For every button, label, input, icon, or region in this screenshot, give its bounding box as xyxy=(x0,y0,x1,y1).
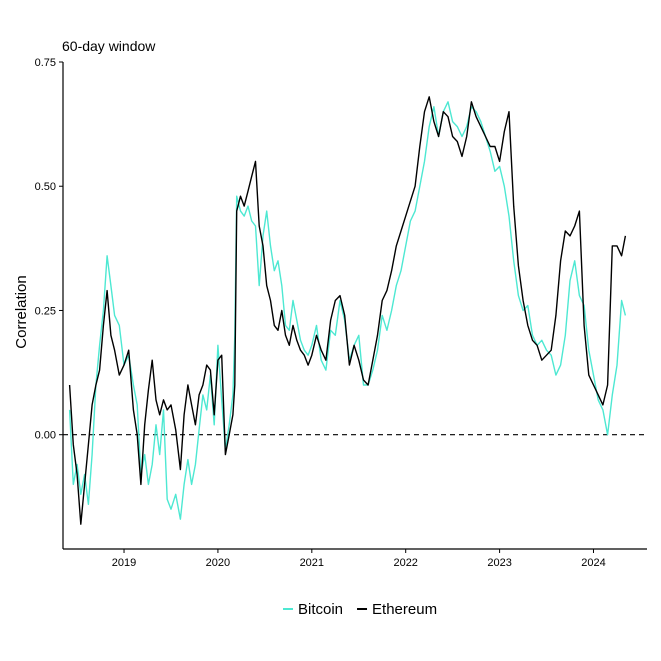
plot-area xyxy=(63,96,647,525)
y-tick-label: 0.50 xyxy=(35,181,56,193)
y-axis-label: Correlation xyxy=(13,275,30,348)
x-tick-label: 2023 xyxy=(487,557,511,569)
x-tick-label: 2020 xyxy=(206,557,230,569)
x-tick-label: 2022 xyxy=(393,557,417,569)
axes: 0.00 0.25 0.50 0.75 2019 2020 2021 2022 2023 2024 xyxy=(35,57,647,569)
legend: Bitcoin Ethereum xyxy=(283,601,437,618)
legend-label-ethereum: Ethereum xyxy=(372,601,437,618)
x-tick-label: 2021 xyxy=(300,557,324,569)
y-tick-label: 0.00 xyxy=(35,430,56,442)
x-tick-label: 2024 xyxy=(581,557,605,569)
y-tick-label: 0.75 xyxy=(35,57,56,69)
chart-title: 60-day window xyxy=(62,38,156,54)
series-line-bitcoin xyxy=(68,101,627,520)
y-tick-label: 0.25 xyxy=(35,305,56,317)
series-line-ethereum xyxy=(68,96,627,525)
legend-label-bitcoin: Bitcoin xyxy=(298,601,343,618)
x-tick-label: 2019 xyxy=(112,557,136,569)
